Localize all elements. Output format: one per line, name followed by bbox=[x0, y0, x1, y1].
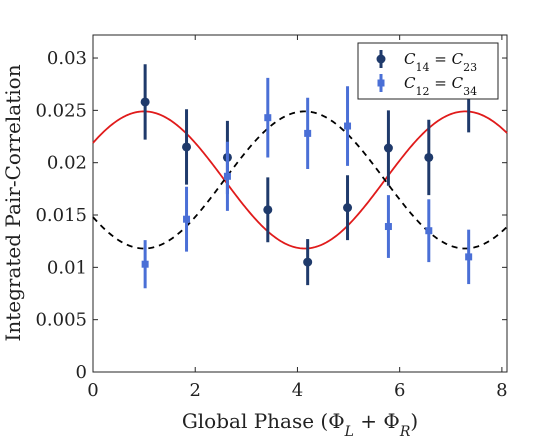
series-2 bbox=[141, 77, 473, 289]
data-point bbox=[223, 172, 231, 180]
data-point bbox=[465, 253, 473, 261]
data-point bbox=[140, 97, 150, 107]
data-point bbox=[343, 203, 353, 213]
y-tick-label: 0.01 bbox=[47, 257, 87, 278]
data-point bbox=[182, 142, 192, 152]
fit-solid-curve bbox=[92, 110, 508, 250]
legend-swatch-marker bbox=[376, 54, 386, 64]
data-point bbox=[183, 215, 191, 223]
x-axis-label: Global Phase (ΦL + ΦR) bbox=[182, 409, 418, 440]
legend-swatch-marker bbox=[377, 79, 385, 87]
data-point bbox=[263, 205, 273, 215]
legend-item-2: C12 = C34 bbox=[377, 74, 477, 98]
data-point bbox=[384, 223, 392, 231]
y-tick-label: 0.005 bbox=[35, 310, 87, 331]
data-point bbox=[424, 152, 434, 162]
fit-dashed-curve bbox=[92, 110, 508, 250]
x-tick-label: 2 bbox=[189, 380, 200, 401]
fit-curves bbox=[92, 110, 508, 250]
data-point bbox=[141, 260, 149, 268]
data-point bbox=[425, 227, 433, 235]
data-point bbox=[303, 257, 313, 267]
data-point bbox=[344, 122, 352, 130]
legend-item-1: C14 = C23 bbox=[376, 50, 477, 74]
data-series bbox=[140, 56, 474, 289]
data-point bbox=[264, 114, 272, 122]
x-tick-label: 6 bbox=[394, 380, 405, 401]
y-tick-label: 0.03 bbox=[47, 48, 87, 69]
legend-label: C14 = C23 bbox=[404, 50, 477, 74]
data-point bbox=[383, 143, 393, 153]
legend-label: C12 = C34 bbox=[404, 74, 477, 98]
axis-ticks: 0 2 4 6 8 0 0.005 0.01 0.015 0.02 0.025 0.03 bbox=[35, 35, 508, 401]
x-tick-label: 8 bbox=[496, 380, 507, 401]
x-tick-label: 4 bbox=[292, 380, 303, 401]
x-tick-label: 0 bbox=[87, 380, 98, 401]
y-tick-label: 0.015 bbox=[35, 205, 87, 226]
y-tick-label: 0.02 bbox=[47, 153, 87, 174]
y-tick-label: 0.025 bbox=[35, 100, 87, 121]
data-point bbox=[304, 129, 312, 137]
y-axis-label: Integrated Pair-Correlation bbox=[1, 64, 25, 341]
y-tick-label: 0 bbox=[76, 362, 87, 383]
